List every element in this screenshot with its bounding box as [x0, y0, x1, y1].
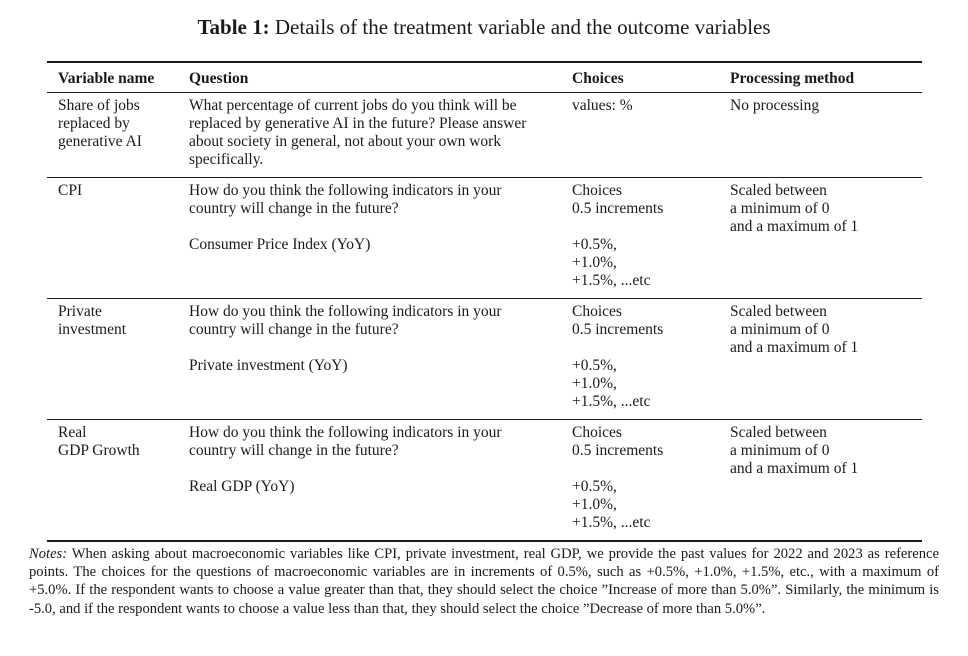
question-cell: How do you think the following indicator… — [189, 424, 557, 496]
processing-method-cell: Scaled between a minimum of 0 and a maxi… — [730, 182, 859, 235]
header-choices: Choices — [572, 70, 624, 87]
question-indicator: Real GDP (YoY) — [189, 478, 295, 495]
variable-name-cell: Private investment — [58, 303, 127, 338]
notes-label: Notes: — [29, 546, 68, 562]
choices-cell: Choices 0.5 increments +0.5%, +1.0%, +1.… — [572, 182, 664, 289]
processing-method-cell: Scaled between a minimum of 0 and a maxi… — [730, 303, 859, 356]
header-processing-method: Processing method — [730, 70, 855, 87]
table-row-share-of-jobs: Share of jobs replaced by generative AI … — [47, 93, 922, 178]
table-row-cpi: CPI How do you think the following indic… — [47, 178, 922, 299]
table-header-row: Variable name Question Choices Processin… — [47, 63, 922, 93]
table-row-real-gdp-growth: Real GDP Growth How do you think the fol… — [47, 420, 922, 540]
processing-method-cell: No processing — [730, 97, 820, 114]
table-notes: Notes: When asking about macroeconomic v… — [29, 545, 939, 618]
variable-name-cell: CPI — [58, 182, 83, 199]
header-question: Question — [189, 70, 249, 87]
table-caption-label: Table 1: — [197, 15, 270, 39]
table-caption: Table 1: Details of the treatment variab… — [0, 13, 968, 41]
variable-name-cell: Real GDP Growth — [58, 424, 140, 459]
details-table: Variable name Question Choices Processin… — [47, 61, 922, 542]
question-indicator: Consumer Price Index (YoY) — [189, 236, 371, 253]
notes-text: When asking about macroeconomic variable… — [29, 546, 940, 617]
choices-cell: Choices 0.5 increments +0.5%, +1.0%, +1.… — [572, 303, 664, 410]
header-variable-name: Variable name — [58, 70, 155, 87]
choices-cell: Choices 0.5 increments +0.5%, +1.0%, +1.… — [572, 424, 664, 531]
question-cell: How do you think the following indicator… — [189, 182, 557, 254]
table-row-private-investment: Private investment How do you think the … — [47, 299, 922, 420]
variable-name-cell: Share of jobs replaced by generative AI — [58, 97, 142, 150]
table-caption-title: Details of the treatment variable and th… — [274, 15, 771, 39]
question-cell: How do you think the following indicator… — [189, 303, 557, 375]
choices-cell: values: % — [572, 97, 633, 114]
processing-method-cell: Scaled between a minimum of 0 and a maxi… — [730, 424, 859, 477]
question-cell: What percentage of current jobs do you t… — [189, 97, 527, 168]
question-indicator: Private investment (YoY) — [189, 357, 348, 374]
